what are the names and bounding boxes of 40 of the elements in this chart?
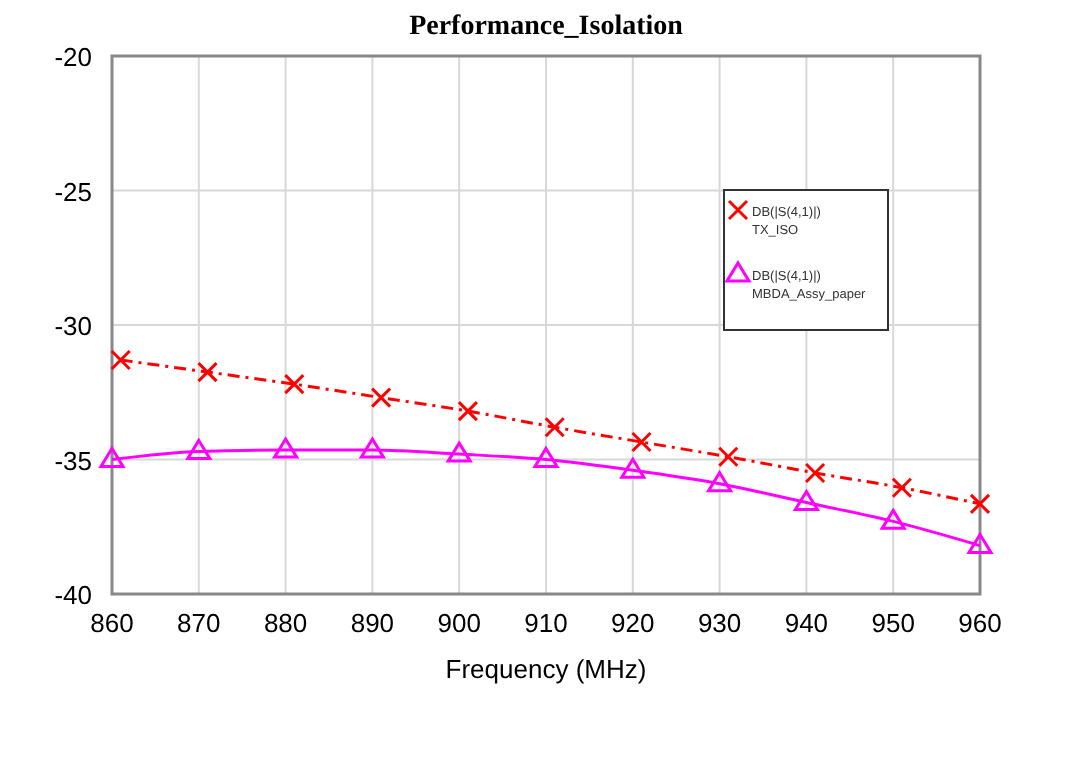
x-tick-label: 900 bbox=[437, 608, 481, 638]
y-tick-label: -30 bbox=[54, 311, 92, 341]
x-tick-label: 940 bbox=[784, 608, 829, 638]
x-tick-label: 880 bbox=[263, 608, 308, 638]
point bbox=[804, 462, 826, 484]
point bbox=[707, 471, 733, 493]
point bbox=[283, 373, 305, 395]
point bbox=[544, 416, 566, 438]
point bbox=[880, 508, 906, 530]
point bbox=[891, 477, 913, 499]
point bbox=[99, 447, 125, 468]
x-tick-label: 930 bbox=[697, 608, 742, 638]
y-tick-label: -35 bbox=[54, 445, 92, 476]
x-tick-label: 870 bbox=[177, 608, 221, 638]
x-tick-label: 950 bbox=[871, 608, 915, 638]
x-tick-label: 920 bbox=[611, 608, 655, 638]
x-tick-label: 910 bbox=[524, 608, 568, 638]
point bbox=[967, 533, 993, 555]
point bbox=[630, 431, 652, 453]
point bbox=[359, 437, 385, 459]
x-axis-title: Frequency (MHz) bbox=[445, 654, 647, 684]
point bbox=[620, 457, 646, 479]
point bbox=[446, 441, 472, 463]
point bbox=[457, 400, 479, 422]
x-tick-label: 960 bbox=[958, 608, 1002, 638]
x-tick-label: 890 bbox=[350, 608, 395, 638]
point bbox=[533, 447, 559, 468]
point bbox=[186, 438, 212, 460]
point bbox=[196, 361, 218, 383]
point bbox=[717, 446, 739, 468]
chart-title: Performance_Isolation bbox=[409, 12, 684, 42]
y-tick-label: -40 bbox=[54, 580, 92, 610]
point bbox=[969, 493, 991, 515]
y-tick-label: -25 bbox=[54, 176, 92, 207]
point bbox=[793, 490, 819, 512]
y-tick-label: -20 bbox=[54, 42, 92, 72]
point bbox=[370, 387, 392, 409]
point bbox=[273, 437, 299, 459]
point bbox=[110, 349, 132, 371]
x-tick-label: 860 bbox=[90, 608, 134, 638]
